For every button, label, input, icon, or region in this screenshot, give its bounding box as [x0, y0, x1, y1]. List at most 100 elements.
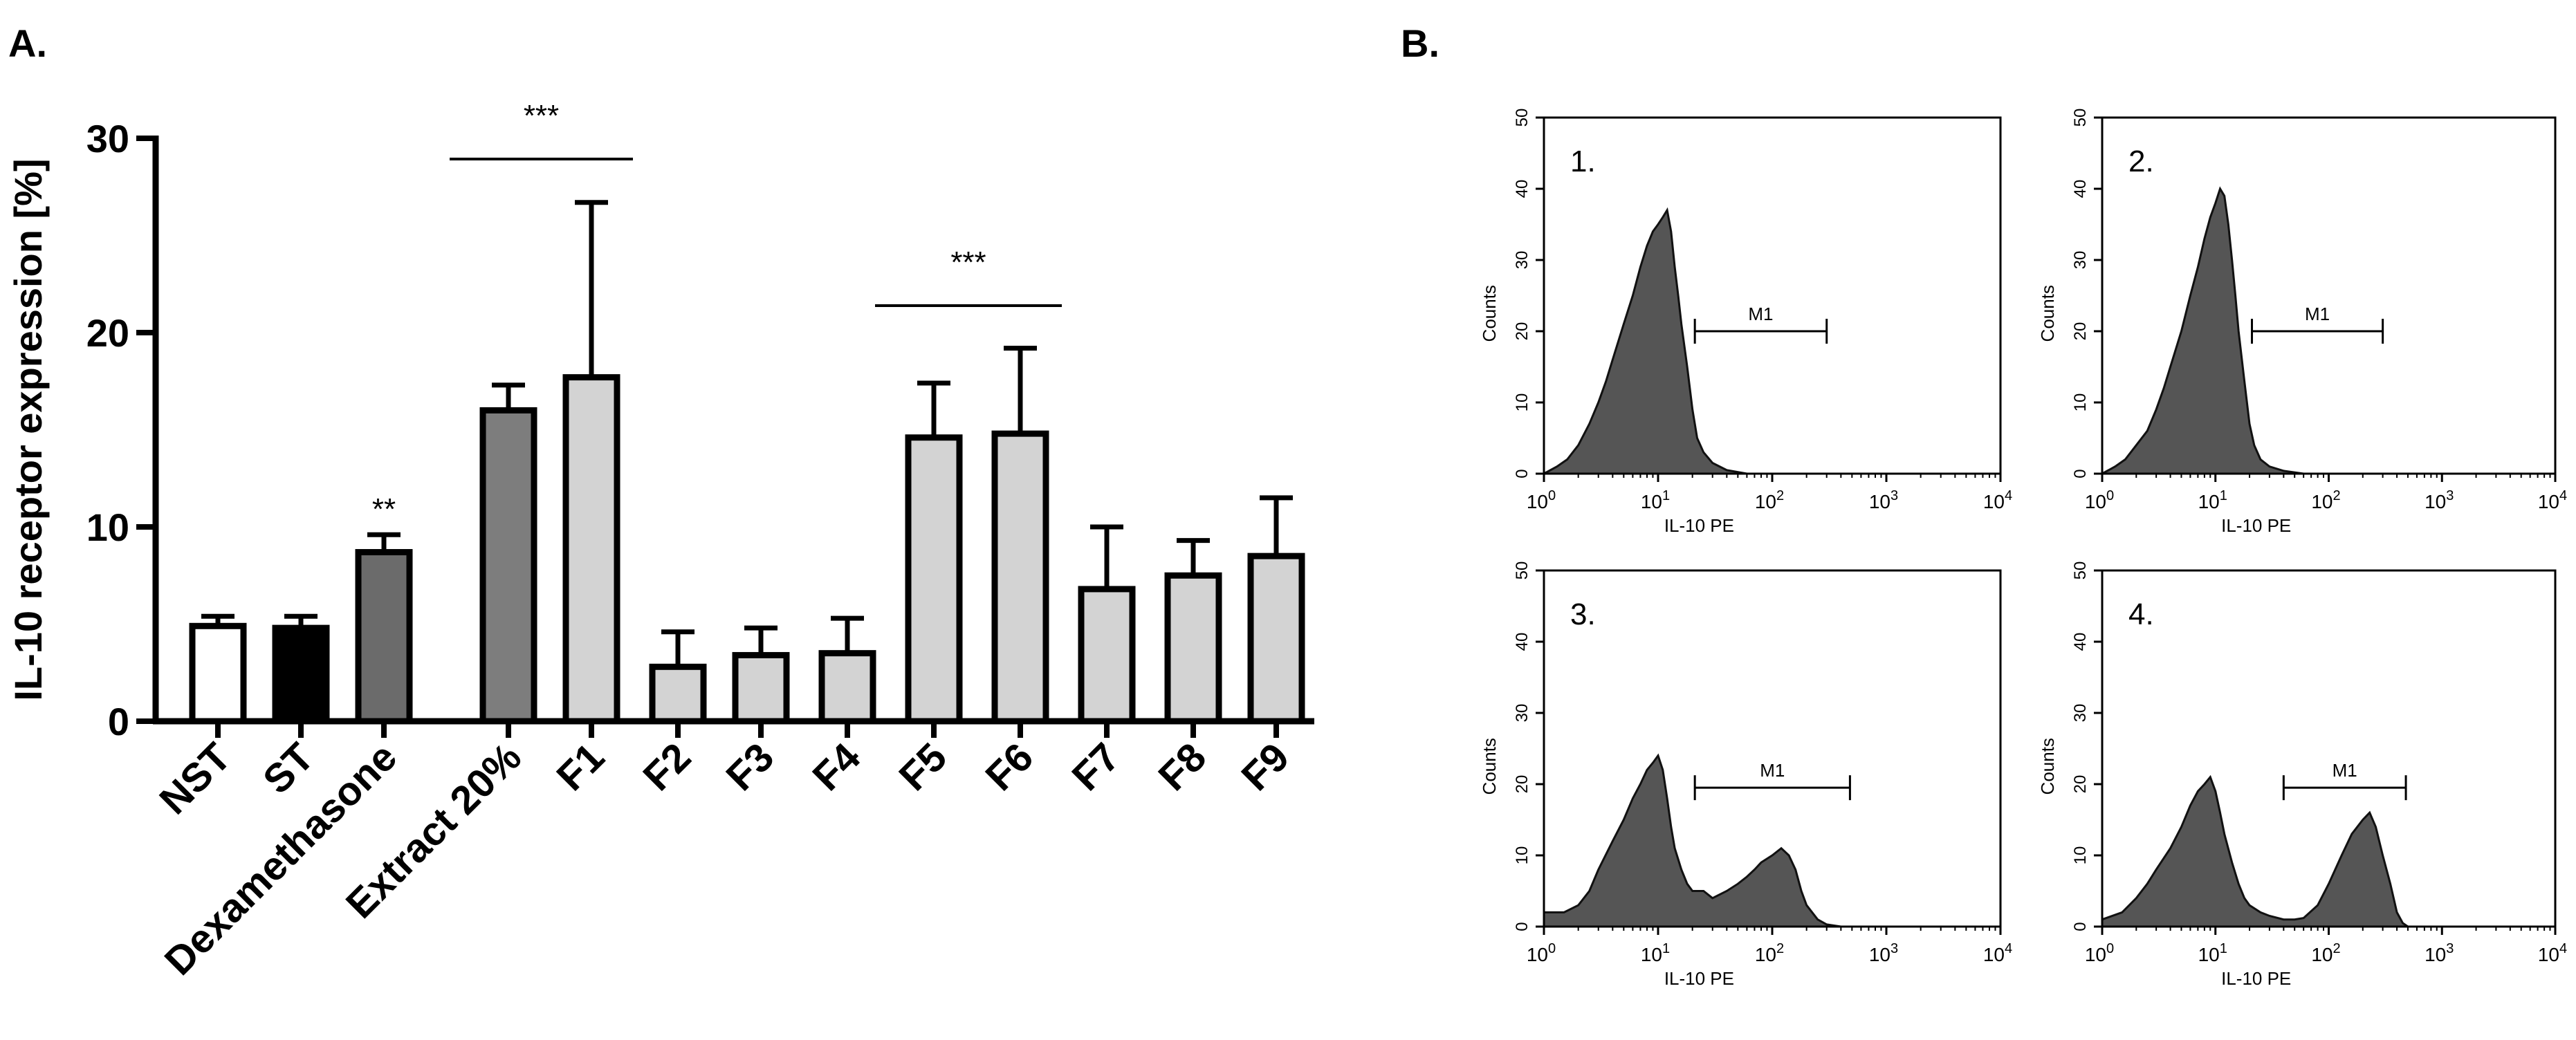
- bar: [818, 650, 876, 725]
- y-tick-label: 40: [1513, 180, 1531, 198]
- x-axis-title: IL-10 PE: [2221, 968, 2291, 989]
- y-tick-label: 50: [2071, 561, 2090, 580]
- y-tick-label: 10: [1513, 393, 1531, 412]
- y-tick-label: 10: [2071, 393, 2090, 412]
- x-tick-label: NST: [151, 734, 239, 823]
- x-tick-label: 103: [2425, 488, 2454, 512]
- y-tick-label: 50: [2071, 109, 2090, 127]
- histogram-area: [1543, 207, 1747, 475]
- y-tick-label: 30: [86, 117, 129, 160]
- histogram-area: [2101, 774, 2411, 928]
- bar: [479, 407, 537, 725]
- y-tick-label: 10: [1513, 846, 1531, 865]
- y-axis-title: Counts: [2037, 738, 2058, 795]
- significance-marker: ***: [524, 99, 559, 133]
- y-tick-label: 30: [2071, 251, 2090, 270]
- x-tick-label: F9: [1233, 734, 1298, 799]
- y-tick-label: 30: [1513, 704, 1531, 723]
- gate-label: M1: [2333, 760, 2357, 781]
- x-tick-label: F3: [717, 734, 782, 799]
- x-tick-label: 101: [2198, 488, 2227, 512]
- x-tick-label: F7: [1063, 734, 1128, 799]
- x-tick-label: 103: [1869, 941, 1898, 965]
- x-tick-label: 103: [2425, 941, 2454, 965]
- x-tick-label: F5: [890, 734, 955, 799]
- gate-label: M1: [1760, 760, 1785, 781]
- x-tick-label: 101: [2198, 941, 2227, 965]
- x-tick-label: 101: [1641, 941, 1670, 965]
- y-tick-label: 20: [1513, 322, 1531, 341]
- bar: [905, 434, 963, 725]
- y-tick-label: 0: [1513, 469, 1531, 478]
- y-tick-label: 20: [86, 311, 129, 355]
- y-tick-label: 30: [2071, 704, 2090, 723]
- histogram-area: [1543, 753, 1841, 928]
- gate-label: M1: [2305, 304, 2330, 324]
- x-tick-label: F8: [1150, 734, 1215, 799]
- y-tick-label: 40: [2071, 633, 2090, 651]
- x-tick-label: F6: [977, 734, 1042, 799]
- significance-marker: ***: [950, 245, 986, 279]
- bar: [732, 651, 790, 725]
- histogram-panel: 0 10 20 30 40 50 Counts 100 101 102 103 104 IL-10 PE…: [2037, 109, 2567, 536]
- bar: [355, 549, 413, 725]
- x-axis-title: IL-10 PE: [1664, 968, 1734, 989]
- y-tick-label: 40: [1513, 633, 1531, 651]
- y-tick-label: 10: [86, 505, 129, 549]
- y-tick-label: 10: [2071, 846, 2090, 865]
- panel-a-label: A.: [8, 21, 47, 65]
- bar: [1164, 572, 1222, 725]
- y-tick-label: 40: [2071, 180, 2090, 198]
- histogram-area: [2101, 186, 2304, 475]
- y-axis-title: Counts: [1479, 285, 1500, 342]
- y-tick-label: 20: [1513, 775, 1531, 794]
- x-axis-title: IL-10 PE: [2221, 515, 2291, 536]
- y-axis-title: Counts: [2037, 285, 2058, 342]
- bar: [649, 663, 707, 725]
- y-axis-title: IL-10 receptor expression [%]: [6, 158, 50, 700]
- histogram-number: 3.: [1570, 597, 1596, 631]
- y-tick-label: 20: [2071, 775, 2090, 794]
- bar: [189, 622, 247, 725]
- panel-b-label: B.: [1401, 21, 1439, 65]
- x-tick-label: 104: [1983, 488, 2012, 512]
- x-tick-label: 100: [1527, 941, 1556, 965]
- x-tick-label: 102: [1755, 488, 1784, 512]
- x-tick-label: F4: [804, 734, 869, 799]
- gate-label: M1: [1748, 304, 1773, 324]
- bar: [272, 624, 330, 725]
- x-tick-label: ST: [255, 734, 322, 802]
- bar-chart: 0 10 20 30 IL-10 receptor expression [%] NST S…: [6, 99, 1314, 984]
- x-tick-label: 103: [1869, 488, 1898, 512]
- y-tick-label: 30: [1513, 251, 1531, 270]
- bar: [562, 374, 620, 725]
- x-tick-label: 104: [2538, 488, 2567, 512]
- histogram-panel: 0 10 20 30 40 50 Counts 100 101 102 103 104 IL-10 PE…: [1479, 561, 2012, 989]
- x-tick-label: 100: [2085, 488, 2114, 512]
- x-tick-label: 104: [2538, 941, 2567, 965]
- x-tick-label: 104: [1983, 941, 2012, 965]
- bar: [991, 430, 1049, 725]
- y-axis-title: Counts: [1479, 738, 1500, 795]
- x-tick-label: 102: [2311, 941, 2340, 965]
- x-tick-label: F1: [548, 734, 613, 799]
- histogram-number: 1.: [1570, 145, 1596, 178]
- y-tick-label: 0: [1513, 922, 1531, 931]
- y-tick-label: 0: [2071, 922, 2090, 931]
- histogram-panel: 0 10 20 30 40 50 Counts 100 101 102 103 104 IL-10 PE…: [1479, 109, 2012, 536]
- x-tick-label: 100: [1527, 488, 1556, 512]
- y-tick-label: 0: [108, 700, 129, 743]
- x-tick-label: 101: [1641, 488, 1670, 512]
- x-tick-label: 100: [2085, 941, 2114, 965]
- y-tick-label: 50: [1513, 561, 1531, 580]
- x-tick-label: 102: [2311, 488, 2340, 512]
- significance-marker: **: [372, 492, 396, 526]
- y-tick-label: 0: [2071, 469, 2090, 478]
- histogram-panel: 0 10 20 30 40 50 Counts 100 101 102 103 104 IL-10 PE…: [2037, 561, 2567, 989]
- x-tick-label: 102: [1755, 941, 1784, 965]
- histogram-number: 4.: [2128, 597, 2154, 631]
- x-tick-label: F2: [634, 734, 699, 799]
